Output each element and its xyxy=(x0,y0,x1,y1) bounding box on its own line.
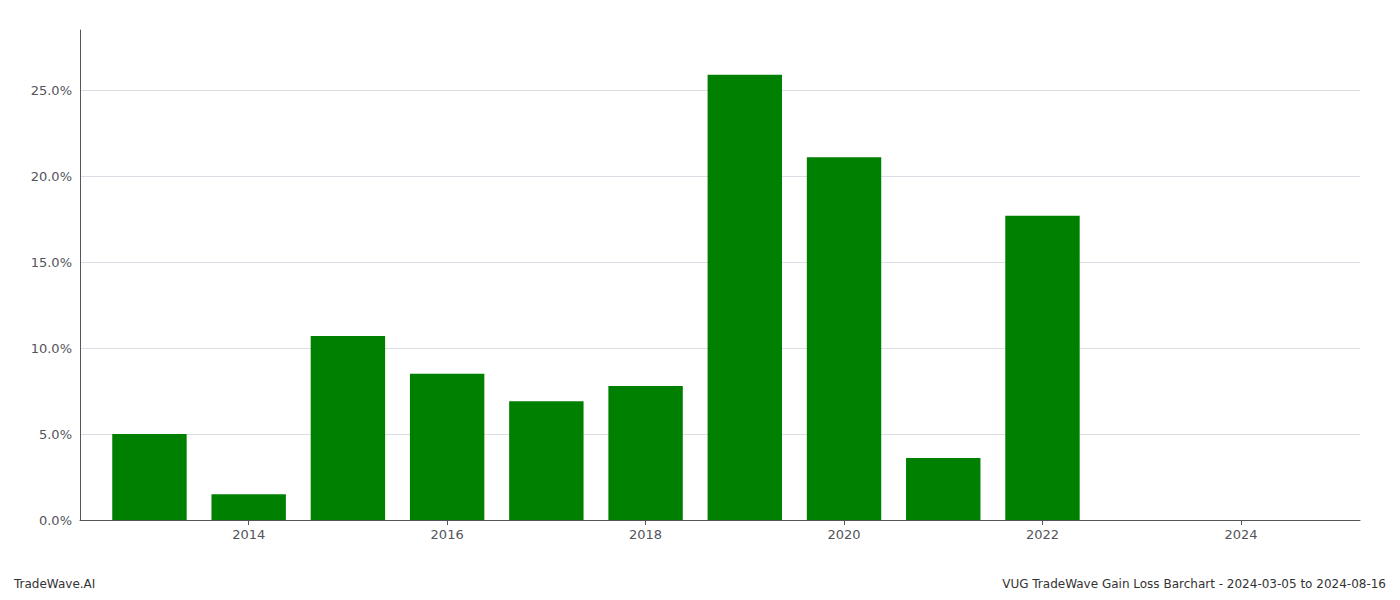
svg-text:2024: 2024 xyxy=(1224,527,1257,542)
svg-text:20.0%: 20.0% xyxy=(31,169,72,184)
svg-text:2016: 2016 xyxy=(431,527,464,542)
svg-text:5.0%: 5.0% xyxy=(39,427,72,442)
svg-text:TradeWave.AI: TradeWave.AI xyxy=(13,577,95,591)
svg-text:10.0%: 10.0% xyxy=(31,341,72,356)
svg-text:2022: 2022 xyxy=(1026,527,1059,542)
svg-text:15.0%: 15.0% xyxy=(31,255,72,270)
svg-text:2018: 2018 xyxy=(629,527,662,542)
svg-text:VUG TradeWave Gain Loss Barcha: VUG TradeWave Gain Loss Barchart - 2024-… xyxy=(1002,577,1386,591)
svg-text:2020: 2020 xyxy=(827,527,860,542)
svg-text:0.0%: 0.0% xyxy=(39,513,72,528)
svg-text:25.0%: 25.0% xyxy=(31,83,72,98)
svg-text:2014: 2014 xyxy=(232,527,265,542)
